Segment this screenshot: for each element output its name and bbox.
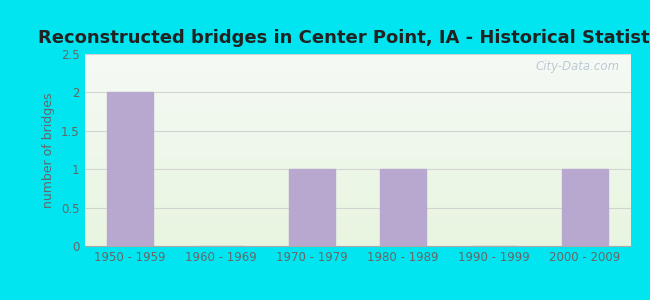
Bar <box>380 169 426 246</box>
Title: Reconstructed bridges in Center Point, IA - Historical Statistics: Reconstructed bridges in Center Point, I… <box>38 29 650 47</box>
Y-axis label: number of bridges: number of bridges <box>42 92 55 208</box>
Bar <box>107 92 153 246</box>
Text: City-Data.com: City-Data.com <box>536 60 619 73</box>
Bar <box>562 169 608 246</box>
Bar <box>289 169 335 246</box>
